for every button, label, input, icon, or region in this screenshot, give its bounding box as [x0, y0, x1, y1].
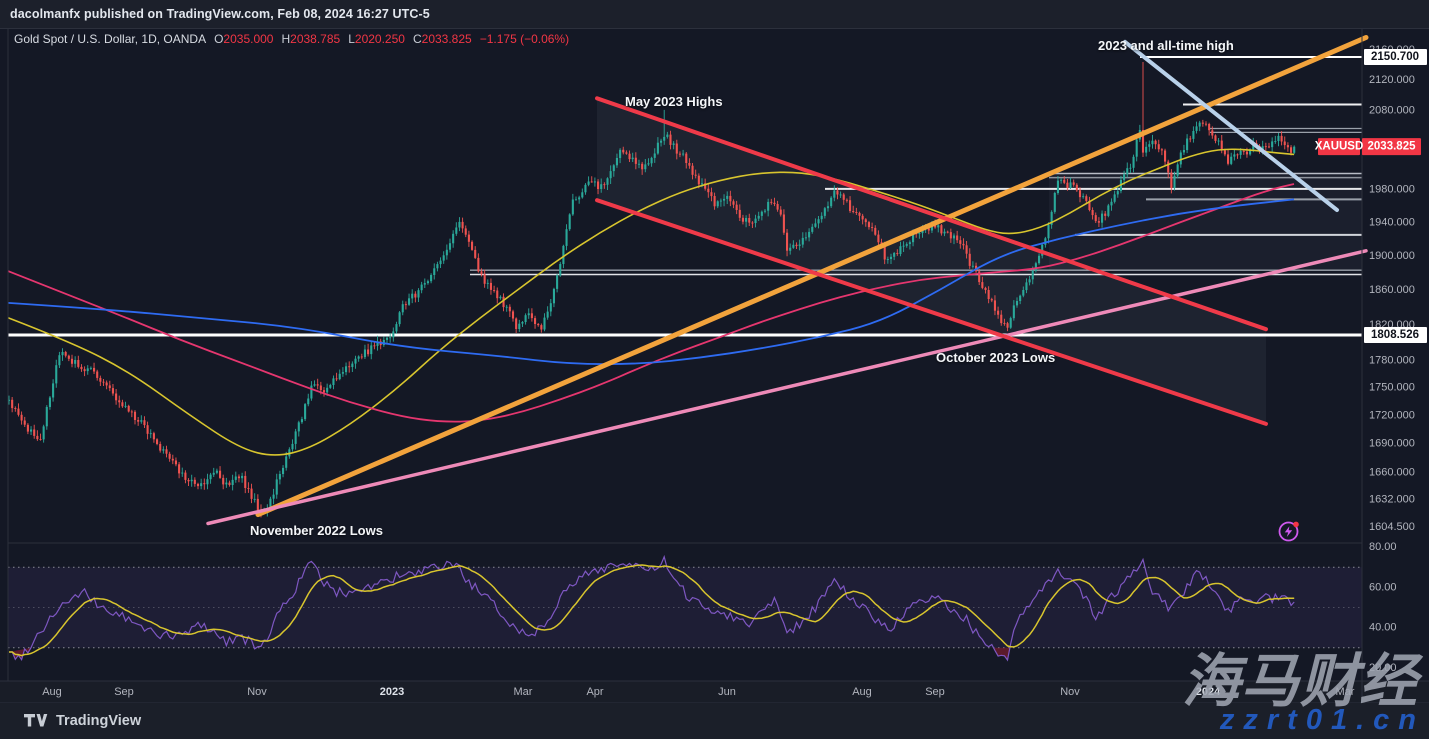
svg-text:XAUUSD: XAUUSD: [1315, 141, 1364, 153]
footer-bar: TradingView: [0, 703, 1429, 739]
high-value: 2038.785: [290, 32, 341, 46]
svg-text:60.00: 60.00: [1369, 581, 1397, 593]
annotation-october-2023-lows: October 2023 Lows: [936, 350, 1056, 365]
svg-text:Sep: Sep: [925, 686, 945, 698]
close-value: 2033.825: [421, 32, 472, 46]
symbol-title: Gold Spot / U.S. Dollar, 1D, OANDA: [14, 32, 207, 46]
svg-text:1900.000: 1900.000: [1369, 250, 1415, 262]
open-label: O: [214, 32, 224, 46]
publish-info-bar: dacolmanfx published on TradingView.com,…: [0, 0, 1429, 29]
svg-text:1780.000: 1780.000: [1369, 355, 1415, 367]
annotation-november-2022-lows: November 2022 Lows: [250, 523, 383, 538]
svg-text:Aug: Aug: [852, 686, 872, 698]
svg-text:Mar: Mar: [514, 686, 533, 698]
svg-text:Nov: Nov: [1060, 686, 1080, 698]
svg-text:1720.000: 1720.000: [1369, 410, 1415, 422]
svg-text:Jun: Jun: [718, 686, 736, 698]
bolt-icon[interactable]: [1277, 519, 1301, 543]
rsi-signal-line: [9, 564, 1295, 657]
price-axis-badges: 2150.700 1808.526 XAUUSD 2033.825: [1315, 49, 1427, 343]
rsi-panel: [8, 554, 1362, 662]
svg-text:80.00: 80.00: [1369, 541, 1397, 553]
ma-fast-yellow: [7, 148, 1295, 456]
svg-text:1860.000: 1860.000: [1369, 284, 1415, 296]
tradingview-brand-text[interactable]: TradingView: [56, 713, 142, 729]
svg-text:2033.825: 2033.825: [1368, 141, 1417, 153]
lightblue-downtrend: [1123, 39, 1339, 212]
trendlines: [206, 35, 1369, 526]
svg-text:Aug: Aug: [42, 686, 62, 698]
watermark-url: zzrt01.cn: [1219, 704, 1425, 736]
low-label: L: [348, 32, 355, 46]
annotation-all-time-high: 2023 and all-time high: [1098, 38, 1234, 53]
svg-text:40.00: 40.00: [1369, 622, 1397, 634]
open-value: 2035.000: [223, 32, 274, 46]
svg-text:1940.000: 1940.000: [1369, 216, 1415, 228]
tradingview-logo-icon[interactable]: [24, 713, 48, 729]
svg-text:Mar: Mar: [1336, 686, 1355, 698]
svg-text:2120.000: 2120.000: [1369, 74, 1415, 86]
descending-channel-fill: [597, 98, 1266, 424]
svg-text:20.00: 20.00: [1369, 662, 1397, 674]
svg-text:Apr: Apr: [586, 686, 603, 698]
svg-text:Sep: Sep: [114, 686, 134, 698]
svg-text:1808.526: 1808.526: [1371, 329, 1419, 341]
svg-text:2150.700: 2150.700: [1371, 51, 1419, 63]
svg-text:1632.000: 1632.000: [1369, 494, 1415, 506]
high-label: H: [281, 32, 291, 46]
svg-text:1980.000: 1980.000: [1369, 184, 1415, 196]
ma-mid-crimson: [7, 183, 1295, 423]
svg-text:1690.000: 1690.000: [1369, 438, 1415, 450]
low-value: 2020.250: [354, 32, 405, 46]
svg-text:1750.000: 1750.000: [1369, 382, 1415, 394]
change-value: −1.175 (−0.06%): [479, 32, 570, 46]
publish-info-text: dacolmanfx published on TradingView.com,…: [10, 7, 430, 21]
price-axis-labels: 2160.0002120.0002080.0001980.0001940.000…: [1369, 44, 1415, 674]
channel-upper: [595, 96, 1268, 332]
time-axis[interactable]: [8, 681, 1362, 703]
watermark-text: 海马财经: [1182, 649, 1419, 714]
time-axis-labels: Aug Sep Nov 2023 Mar Apr Jun Aug Sep Nov 2024 Mar: [42, 686, 1355, 698]
annotation-may-2023-highs: May 2023 Highs: [625, 94, 723, 109]
price-axis[interactable]: [1362, 28, 1429, 681]
svg-text:1604.500: 1604.500: [1369, 521, 1415, 533]
orange-uptrend: [255, 35, 1369, 518]
svg-text:2023: 2023: [380, 686, 404, 698]
svg-text:2024: 2024: [1196, 686, 1221, 698]
channel-lower: [595, 198, 1268, 426]
close-label: C: [412, 32, 422, 46]
svg-text:Nov: Nov: [247, 686, 267, 698]
svg-text:1660.000: 1660.000: [1369, 466, 1415, 478]
svg-text:2080.000: 2080.000: [1369, 105, 1415, 117]
horizontal-levels: [8, 56, 1362, 337]
ma-slow-blue: [7, 198, 1295, 365]
symbol-info-row[interactable]: Gold Spot / U.S. Dollar, 1D, OANDA O2035…: [14, 32, 569, 46]
